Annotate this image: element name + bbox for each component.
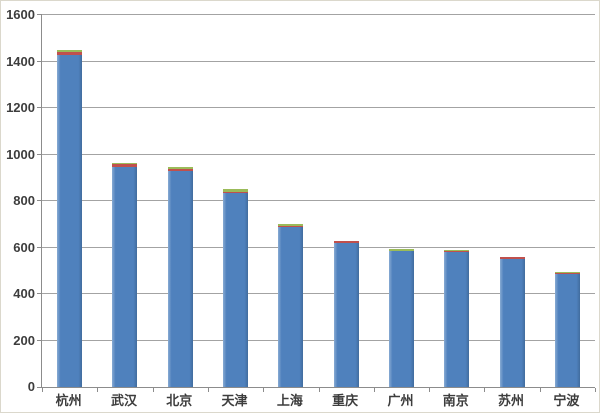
y-axis-tick: [37, 200, 42, 201]
bar-column: [388, 248, 414, 387]
bar-column: [223, 189, 249, 387]
x-axis-tick: [42, 388, 43, 392]
y-axis-tick-label: 800: [13, 193, 35, 208]
y-axis-tick-label: 400: [13, 286, 35, 301]
gridline: [42, 14, 595, 15]
x-axis-category-label: 武汉: [110, 393, 137, 408]
y-axis-tick-label: 0: [27, 379, 35, 394]
bar-column: [57, 49, 83, 387]
y-axis-tick: [37, 293, 42, 294]
bar-segment-red-series: [112, 163, 138, 167]
bar-segment-blue-series: [167, 170, 193, 387]
y-axis-tick-label: 1000: [6, 146, 35, 162]
bar-column: [278, 224, 304, 387]
x-axis-category-label: 上海: [276, 393, 303, 408]
gridline: [42, 246, 595, 248]
bar-segment-blue-series: [499, 259, 525, 387]
gridline: [42, 339, 595, 341]
x-axis-tick: [374, 388, 375, 392]
bar-segment-red-series: [333, 240, 359, 243]
bar-segment-blue-series: [112, 166, 138, 387]
y-axis-tick: [37, 60, 42, 62]
x-axis-tick: [263, 388, 264, 392]
y-axis-tick-label: 1400: [6, 53, 35, 69]
gridline: [42, 107, 595, 108]
x-axis-tick: [319, 388, 320, 392]
bar-column: [499, 256, 525, 387]
y-axis-tick-label: 600: [13, 239, 35, 255]
bar-segment-green-series: [112, 162, 138, 164]
gridline: [42, 60, 595, 62]
bar-segment-blue-series: [223, 192, 249, 387]
x-axis-category-label: 杭州: [55, 393, 82, 408]
x-axis-tick: [153, 388, 154, 392]
bar-segment-red-series: [57, 52, 83, 55]
bar-segment-red-series: [554, 273, 580, 275]
plot-area: [37, 14, 596, 392]
y-axis-tick: [37, 107, 42, 108]
bar-segment-green-series: [223, 189, 249, 192]
x-axis-category-label: 天津: [221, 393, 248, 408]
y-axis-tick-label: 1600: [6, 7, 35, 22]
bar-column: [333, 240, 359, 387]
y-axis-tick: [37, 339, 42, 341]
y-axis-tick-label: 200: [13, 332, 35, 348]
bar-segment-blue-series: [278, 226, 304, 387]
x-axis-category-label: 重庆: [332, 393, 359, 408]
gridline: [42, 153, 595, 155]
x-axis-tick: [208, 388, 209, 392]
bar-segment-green-series: [444, 249, 470, 251]
x-axis-tick: [429, 388, 430, 392]
bar-segment-red-series: [223, 191, 249, 193]
x-axis-category-label: 苏州: [498, 393, 525, 408]
x-axis-category-label: 宁波: [553, 393, 580, 408]
bar-segment-green-series: [554, 271, 580, 274]
x-axis-tick: [97, 388, 98, 392]
bar-segment-blue-series: [444, 252, 470, 387]
bar-segment-green-series: [167, 167, 193, 170]
x-axis-category-label: 北京: [166, 393, 193, 408]
bar-segment-blue-series: [554, 274, 580, 387]
gridline: [42, 200, 595, 201]
bar-segment-green-series: [388, 248, 414, 251]
x-axis-tick: [595, 388, 596, 392]
bar-segment-red-series: [167, 169, 193, 171]
x-axis-category-label: 南京: [442, 393, 469, 408]
y-axis-tick: [37, 387, 42, 388]
gridline: [42, 293, 595, 294]
y-axis-tick: [37, 14, 42, 15]
x-axis-tick: [540, 388, 541, 392]
bar-segment-red-series: [499, 257, 525, 260]
bar-segment-green-series: [57, 49, 83, 53]
bar-column: [444, 249, 470, 387]
bar-segment-blue-series: [57, 54, 83, 387]
x-axis-tick: [484, 388, 485, 392]
bar-segment-red-series: [444, 251, 470, 253]
bar-column: [554, 271, 580, 387]
x-axis-category-label: 广州: [387, 393, 414, 408]
y-axis-tick: [37, 153, 42, 155]
y-axis-tick: [37, 246, 42, 248]
bar-segment-blue-series: [388, 251, 414, 387]
bar-segment-green-series: [278, 224, 304, 227]
bar-column: [167, 167, 193, 387]
bar-segment-blue-series: [333, 242, 359, 387]
y-axis-tick-label: 1200: [6, 100, 35, 115]
bar-column: [112, 162, 138, 387]
